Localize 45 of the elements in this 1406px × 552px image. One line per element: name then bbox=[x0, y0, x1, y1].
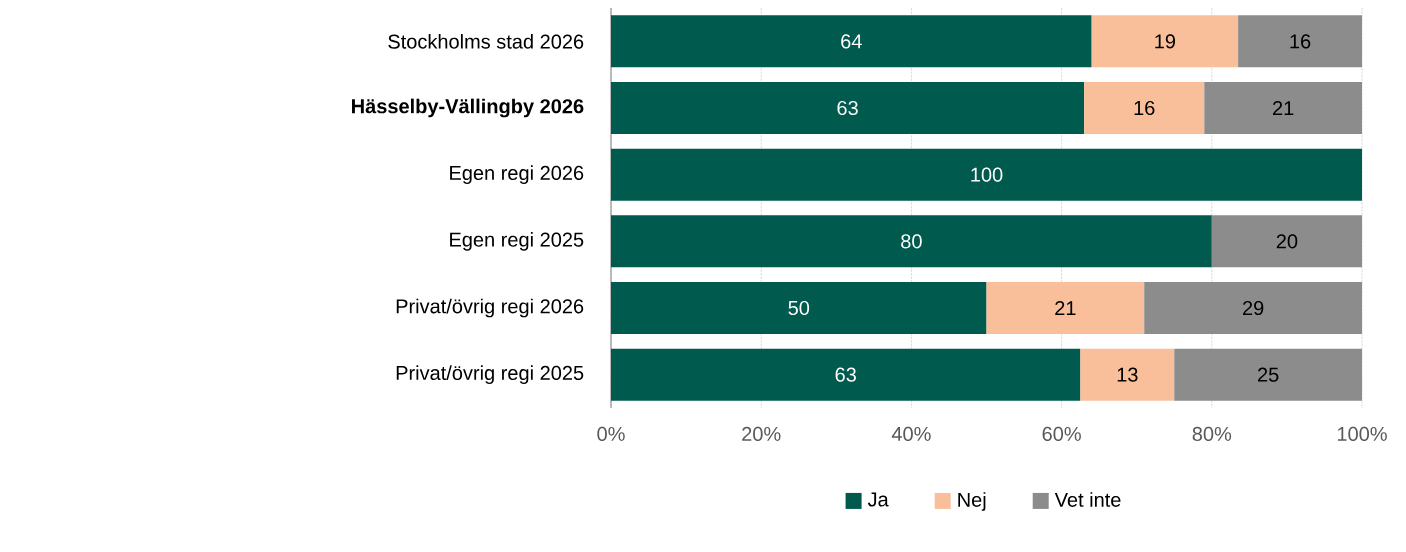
bar bbox=[1204, 82, 1363, 134]
data-label: 63 bbox=[837, 100, 858, 116]
bar bbox=[1091, 15, 1239, 68]
bar bbox=[986, 282, 1145, 334]
bar bbox=[1144, 282, 1363, 334]
x-tick-label: 20% bbox=[742, 426, 781, 442]
x-tick-label: 80% bbox=[1192, 426, 1232, 442]
bar bbox=[611, 82, 1085, 134]
bar bbox=[611, 348, 1081, 401]
bar bbox=[1238, 15, 1363, 68]
y-tick-label: Egen regi 2026 bbox=[450, 165, 584, 184]
data-label: 21 bbox=[1055, 301, 1076, 315]
data-label: 16 bbox=[1134, 100, 1155, 116]
y-tick-label: Privat/övrig regi 2025 bbox=[396, 365, 584, 384]
data-label: 25 bbox=[1258, 367, 1279, 382]
legend-label: Nej bbox=[958, 492, 986, 511]
data-label: 100 bbox=[971, 167, 1003, 182]
data-label: 13 bbox=[1117, 367, 1138, 382]
legend-label: Vet inte bbox=[1054, 492, 1121, 507]
y-tick-label: Privat/övrig regi 2026 bbox=[396, 298, 584, 318]
legend-label: Ja bbox=[867, 492, 889, 507]
x-tick-label: 0% bbox=[597, 426, 625, 442]
data-label: 64 bbox=[841, 34, 862, 49]
bar bbox=[1174, 348, 1363, 401]
bar bbox=[1084, 82, 1205, 134]
y-tick-label: Stockholms stad 2026 bbox=[388, 33, 584, 49]
x-tick-label: 60% bbox=[1042, 426, 1081, 442]
y-tick-label: Hässelby-Vällingby 2026 bbox=[352, 98, 584, 118]
data-label: 20 bbox=[1276, 234, 1298, 249]
data-label: 50 bbox=[788, 300, 810, 316]
bar bbox=[1211, 215, 1363, 268]
bar bbox=[611, 15, 1092, 68]
x-tick-label: 40% bbox=[891, 426, 931, 442]
y-tick-label: Egen regi 2025 bbox=[450, 232, 584, 251]
data-label: 63 bbox=[835, 367, 856, 382]
x-tick-label: 100% bbox=[1337, 426, 1387, 442]
bar bbox=[611, 282, 987, 334]
data-label: 29 bbox=[1242, 300, 1264, 316]
data-label: 19 bbox=[1155, 34, 1176, 49]
data-label: 21 bbox=[1273, 101, 1294, 115]
bar bbox=[611, 215, 1212, 268]
bar bbox=[1080, 348, 1175, 401]
bar bbox=[611, 148, 1363, 201]
data-label: 16 bbox=[1290, 34, 1311, 49]
data-label: 80 bbox=[901, 234, 922, 249]
